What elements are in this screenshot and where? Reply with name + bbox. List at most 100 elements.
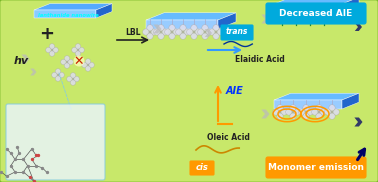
Polygon shape — [205, 29, 212, 37]
Circle shape — [64, 63, 70, 68]
Circle shape — [316, 9, 322, 15]
Circle shape — [281, 109, 287, 115]
Polygon shape — [22, 54, 29, 64]
Circle shape — [316, 17, 322, 23]
Text: hv: hv — [14, 56, 29, 66]
Polygon shape — [262, 15, 270, 23]
Circle shape — [318, 111, 320, 113]
Circle shape — [75, 44, 81, 49]
Circle shape — [311, 13, 318, 19]
Polygon shape — [355, 23, 362, 31]
Text: lanthanide nanowire: lanthanide nanowire — [38, 13, 99, 18]
Polygon shape — [30, 68, 37, 76]
Circle shape — [303, 17, 309, 23]
Circle shape — [320, 109, 326, 115]
Circle shape — [57, 74, 59, 76]
Circle shape — [171, 31, 173, 33]
Text: ✕: ✕ — [74, 54, 84, 68]
FancyBboxPatch shape — [266, 3, 366, 24]
Polygon shape — [96, 4, 112, 18]
Circle shape — [72, 47, 77, 53]
Circle shape — [193, 31, 195, 33]
Polygon shape — [218, 13, 236, 29]
FancyBboxPatch shape — [190, 161, 214, 175]
Circle shape — [290, 9, 296, 15]
Circle shape — [299, 13, 305, 19]
Circle shape — [202, 25, 208, 31]
Circle shape — [316, 113, 322, 119]
Circle shape — [209, 29, 215, 35]
Circle shape — [180, 33, 186, 39]
Circle shape — [173, 29, 179, 35]
Polygon shape — [274, 93, 359, 100]
Text: Oleic Acid: Oleic Acid — [206, 134, 249, 143]
Circle shape — [176, 29, 182, 35]
Circle shape — [294, 13, 301, 19]
Circle shape — [277, 113, 283, 119]
Circle shape — [292, 15, 294, 17]
Circle shape — [147, 25, 153, 31]
Circle shape — [318, 15, 320, 17]
Polygon shape — [153, 25, 161, 33]
Circle shape — [49, 51, 55, 56]
Circle shape — [75, 51, 81, 56]
Circle shape — [303, 9, 309, 15]
Circle shape — [72, 78, 74, 80]
Circle shape — [180, 25, 186, 31]
Circle shape — [316, 105, 322, 111]
Circle shape — [158, 25, 164, 31]
Circle shape — [329, 17, 335, 23]
Circle shape — [66, 61, 68, 63]
Circle shape — [153, 29, 160, 35]
Polygon shape — [274, 0, 359, 4]
Circle shape — [204, 31, 206, 33]
Circle shape — [191, 33, 197, 39]
Circle shape — [311, 109, 318, 115]
Circle shape — [64, 56, 70, 61]
Circle shape — [187, 29, 193, 35]
Circle shape — [333, 109, 339, 115]
Circle shape — [325, 109, 331, 115]
Circle shape — [165, 29, 171, 35]
Text: +: + — [39, 25, 54, 43]
Text: Elaidic Acid: Elaidic Acid — [235, 54, 285, 64]
Polygon shape — [342, 93, 359, 109]
Circle shape — [160, 31, 162, 33]
Circle shape — [281, 13, 287, 19]
Circle shape — [59, 72, 64, 78]
Text: AIE: AIE — [226, 86, 244, 96]
Circle shape — [303, 113, 309, 119]
Polygon shape — [274, 4, 342, 13]
Polygon shape — [146, 13, 236, 20]
Text: LBL: LBL — [125, 28, 141, 37]
Circle shape — [273, 13, 279, 19]
Circle shape — [158, 33, 164, 39]
Circle shape — [182, 31, 184, 33]
Circle shape — [307, 13, 313, 19]
Circle shape — [305, 111, 307, 113]
Circle shape — [305, 15, 307, 17]
Circle shape — [290, 17, 296, 23]
Circle shape — [151, 29, 157, 35]
Circle shape — [292, 111, 294, 113]
Circle shape — [70, 80, 76, 85]
Circle shape — [290, 113, 296, 119]
Polygon shape — [355, 118, 363, 126]
Circle shape — [329, 105, 335, 111]
Circle shape — [294, 109, 301, 115]
Polygon shape — [34, 4, 112, 10]
Circle shape — [184, 29, 191, 35]
Circle shape — [79, 47, 84, 53]
Circle shape — [89, 62, 94, 68]
Circle shape — [277, 105, 283, 111]
Circle shape — [215, 31, 217, 33]
FancyBboxPatch shape — [221, 25, 253, 40]
Circle shape — [55, 76, 61, 81]
Circle shape — [213, 33, 219, 39]
Circle shape — [169, 25, 175, 31]
Circle shape — [195, 29, 201, 35]
Circle shape — [273, 109, 279, 115]
Polygon shape — [342, 0, 359, 13]
Text: cis: cis — [195, 163, 208, 173]
Polygon shape — [34, 10, 96, 18]
